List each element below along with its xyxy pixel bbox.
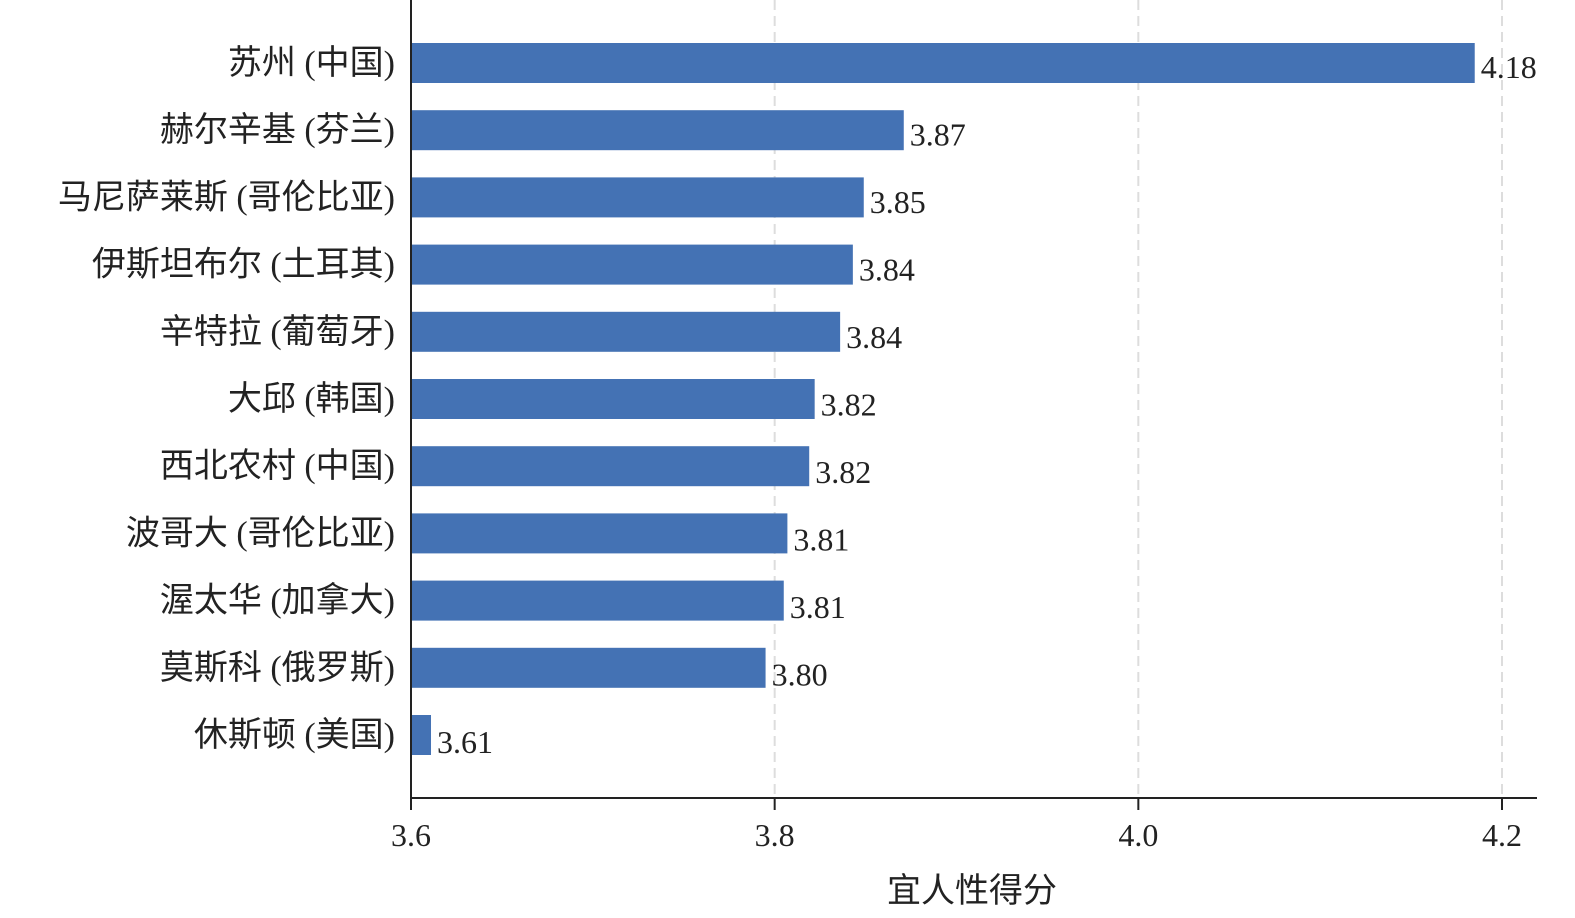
value-label: 3.87 [910, 117, 966, 153]
category-label: 休斯顿 (美国) [194, 716, 395, 754]
category-label: 伊斯坦布尔 (土耳其) [92, 246, 395, 284]
bar [411, 43, 1475, 83]
category-label: 西北农村 (中国) [160, 447, 395, 485]
value-label: 3.82 [815, 454, 871, 490]
category-label: 马尼萨莱斯 (哥伦比亚) [58, 178, 395, 216]
category-label: 辛特拉 (葡萄牙) [160, 313, 395, 351]
x-tick-label: 3.8 [755, 817, 795, 853]
bar [411, 715, 432, 755]
x-tick-label: 4.2 [1482, 817, 1522, 853]
value-label: 3.82 [821, 387, 877, 423]
category-label: 波哥大 (哥伦比亚) [126, 514, 395, 552]
value-label: 3.81 [793, 522, 849, 558]
value-label: 4.18 [1481, 49, 1537, 85]
bar [411, 580, 784, 621]
x-tick-label: 3.6 [391, 817, 431, 853]
bar [411, 311, 841, 352]
category-label: 苏州 (中国) [228, 44, 395, 82]
category-label: 渥太华 (加拿大) [160, 582, 395, 620]
value-label: 3.84 [846, 319, 902, 355]
category-labels: 苏州 (中国) 赫尔辛基 (芬兰) 马尼萨莱斯 (哥伦比亚) 伊斯坦布尔 (土耳其) 辛… [58, 44, 395, 754]
bar [411, 379, 815, 419]
bar [411, 647, 766, 688]
category-label: 莫斯科 (俄罗斯) [160, 649, 395, 687]
bar [411, 177, 864, 218]
value-label: 3.84 [859, 252, 915, 288]
bar [411, 513, 788, 554]
value-labels: 4.18 3.87 3.85 3.84 3.84 3.82 3.82 3.81 3.81 3.80… [437, 49, 1537, 760]
value-label: 3.80 [772, 657, 828, 693]
bar [411, 446, 810, 487]
value-label: 3.61 [437, 724, 493, 760]
category-label: 大邱 (韩国) [228, 380, 395, 418]
bars [411, 43, 1475, 755]
bar [411, 110, 904, 151]
bar [411, 244, 853, 285]
x-ticks: 3.6 3.8 4.0 4.2 [391, 798, 1522, 853]
value-label: 3.81 [790, 589, 846, 625]
value-label: 3.85 [870, 184, 926, 220]
category-label: 赫尔辛基 (芬兰) [160, 111, 395, 149]
x-tick-label: 4.0 [1118, 817, 1158, 853]
x-axis-label: 宜人性得分 [887, 872, 1057, 910]
